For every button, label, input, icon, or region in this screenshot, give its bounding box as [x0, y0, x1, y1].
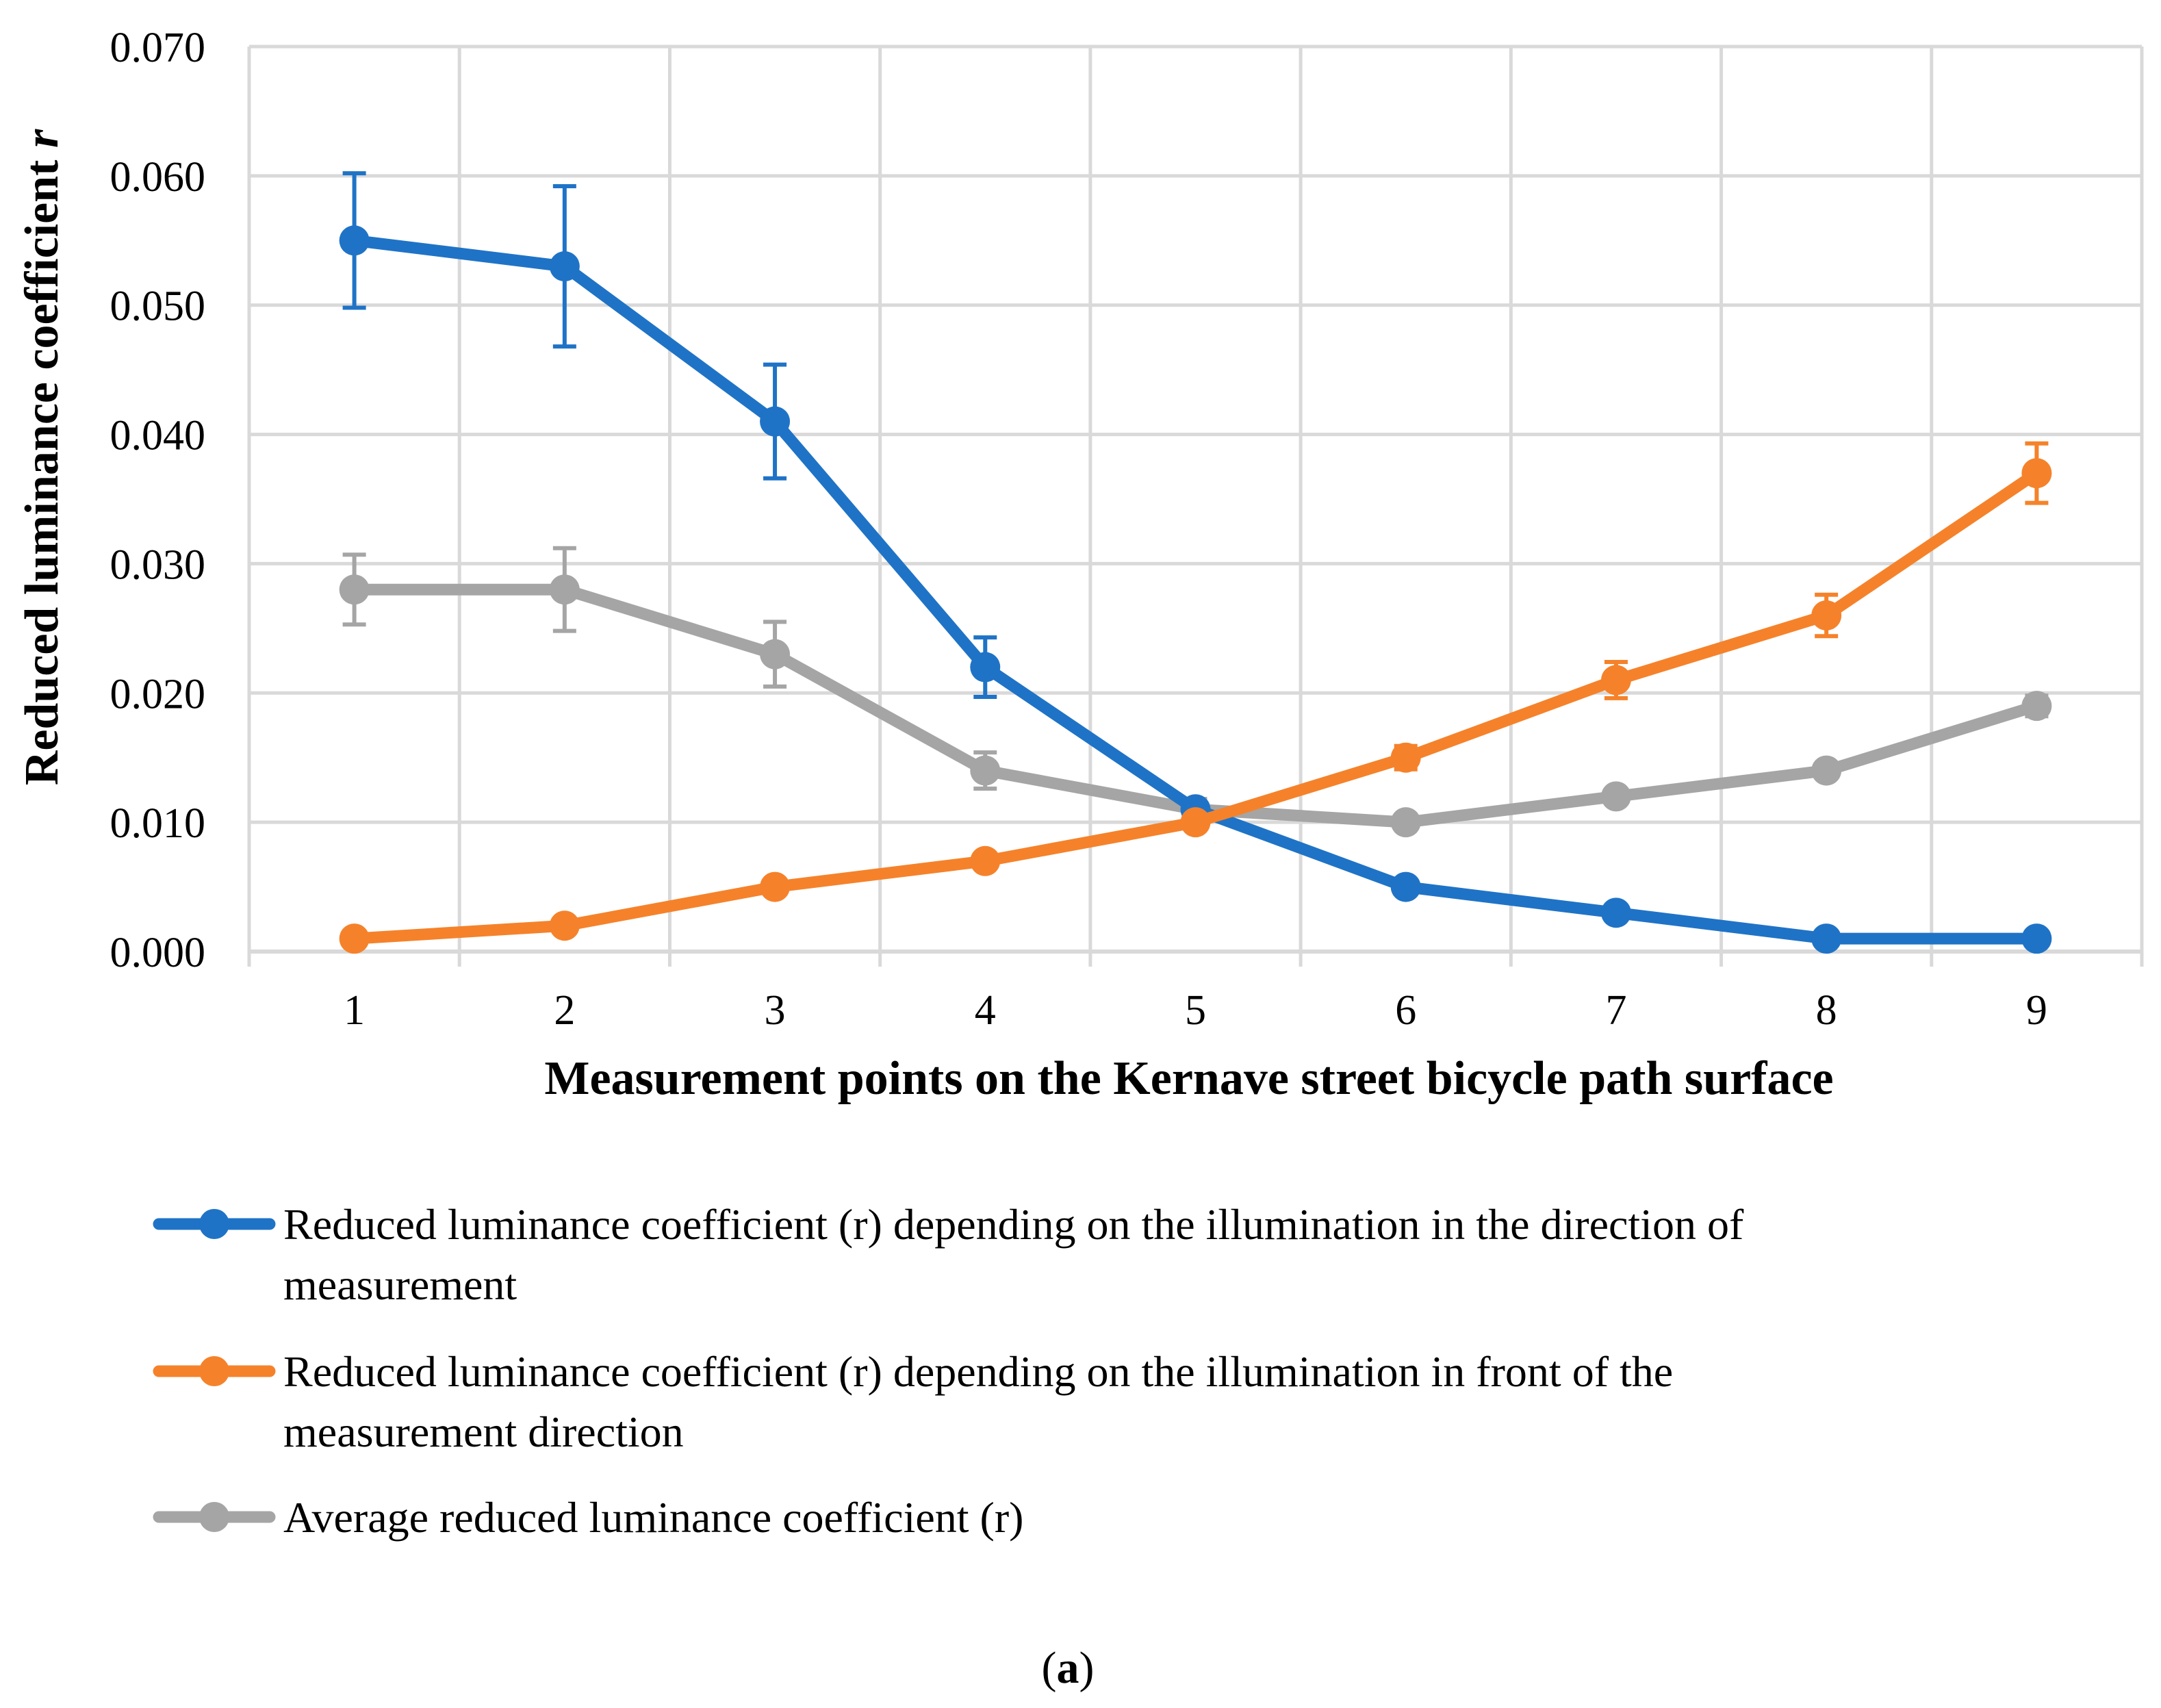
legend-swatch-marker [199, 1502, 229, 1532]
y-tick-label: 0.070 [110, 25, 206, 71]
legend-label: Average reduced luminance coefficient (r… [283, 1493, 1023, 1542]
legend-label: Reduced luminance coefficient (r) depend… [283, 1347, 1673, 1396]
legend-label: Reduced luminance coefficient (r) depend… [283, 1200, 1744, 1249]
legend: Reduced luminance coefficient (r) depend… [153, 1200, 1744, 1542]
y-axis-title: Reduced luminance coefficient r [16, 129, 68, 785]
data-point [1390, 742, 1421, 773]
x-tick-label: 7 [1605, 987, 1626, 1034]
data-point [1811, 755, 1842, 786]
data-point [1180, 807, 1211, 838]
data-point [1811, 923, 1842, 954]
data-point [1811, 600, 1842, 630]
y-axis-ticks: 0.000 0.010 0.020 0.030 0.040 0.050 0.060 0.070 [110, 25, 206, 976]
series-group [339, 171, 2052, 954]
data-point [760, 406, 791, 437]
legend-label: measurement direction [283, 1407, 684, 1456]
y-axis-title-italic: r [16, 129, 68, 148]
data-point [549, 574, 580, 605]
data-point [970, 845, 1001, 876]
x-tick-label: 4 [975, 987, 996, 1034]
y-tick-label: 0.040 [110, 413, 206, 459]
data-point [1600, 665, 1631, 696]
y-axis-title-main: Reduced luminance coefficient [16, 148, 68, 785]
y-tick-label: 0.020 [110, 671, 206, 717]
data-point [760, 871, 791, 902]
data-point [1390, 807, 1421, 838]
legend-entry-1: Reduced luminance coefficient (r) depend… [153, 1200, 1744, 1309]
data-point [1600, 897, 1631, 928]
legend-entry-3: Average reduced luminance coefficient (r… [153, 1493, 1023, 1542]
data-point [1600, 781, 1631, 812]
data-point [339, 225, 370, 256]
y-tick-label: 0.010 [110, 800, 206, 847]
series-2 [339, 441, 2052, 954]
data-point [2021, 923, 2052, 954]
legend-entry-2: Reduced luminance coefficient (r) depend… [153, 1347, 1673, 1456]
data-point [970, 755, 1001, 786]
y-tick-label: 0.000 [110, 930, 206, 976]
data-point [2021, 458, 2052, 489]
data-point [549, 251, 580, 282]
x-axis-ticks: 1 2 3 4 5 6 7 8 9 [344, 987, 2047, 1034]
x-tick-label: 3 [765, 987, 786, 1034]
data-point [339, 923, 370, 954]
y-tick-label: 0.030 [110, 541, 206, 588]
y-tick-label: 0.050 [110, 283, 206, 330]
x-tick-label: 6 [1395, 987, 1416, 1034]
figure-caption: (a) [1042, 1643, 1095, 1693]
y-tick-label: 0.060 [110, 154, 206, 201]
x-tick-label: 8 [1816, 987, 1837, 1034]
x-tick-label: 9 [2026, 987, 2047, 1034]
x-tick-label: 2 [554, 987, 575, 1034]
data-point [549, 910, 580, 941]
data-point [970, 652, 1001, 683]
x-tick-label: 5 [1185, 987, 1206, 1034]
x-axis-title: Measurement points on the Kernave street… [544, 1052, 1833, 1105]
data-point [1390, 871, 1421, 902]
legend-swatch-marker [199, 1356, 229, 1386]
x-tick-label: 1 [344, 987, 365, 1034]
data-point [760, 639, 791, 670]
legend-label: measurement [283, 1260, 517, 1309]
legend-swatch-marker [199, 1209, 229, 1239]
data-point [339, 574, 370, 605]
data-point [2021, 691, 2052, 722]
series-line [348, 467, 2043, 945]
